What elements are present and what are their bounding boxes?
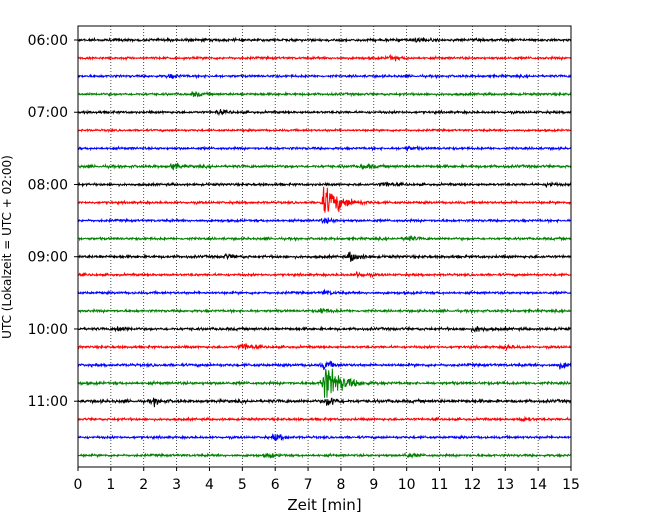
trace-0945 (77, 307, 572, 315)
x-tick-label: 8 (336, 477, 345, 493)
y-axis-label: UTC (Lokalzeit = UTC + 02:00) (0, 155, 14, 339)
trace-1100 (77, 397, 572, 408)
x-axis-ticks: 0 1 2 3 4 5 6 7 8 9 10 11 12 13 14 15 (74, 467, 580, 493)
x-tick-label: 11 (431, 477, 449, 493)
trace-1115 (77, 415, 572, 423)
trace-0845 (77, 234, 572, 243)
y-tick-label: 08:00 (28, 177, 68, 193)
trace-1045 (77, 368, 572, 398)
x-tick-label: 12 (463, 477, 481, 493)
y-axis-ticks: 06:00 07:00 08:00 09:00 10:00 11:00 (28, 33, 78, 410)
x-tick-label: 0 (74, 477, 83, 493)
x-tick-label: 6 (271, 477, 280, 493)
trace-0730 (77, 144, 572, 152)
trace-1000 (77, 325, 572, 333)
y-tick-label: 07:00 (28, 105, 68, 121)
x-tick-label: 10 (398, 477, 416, 493)
x-tick-label: 4 (205, 477, 214, 493)
trace-1145 (77, 451, 572, 459)
x-tick-label: 7 (304, 477, 313, 493)
x-tick-label: 13 (496, 477, 514, 493)
trace-0915 (77, 271, 572, 279)
trace-0900 (77, 251, 572, 262)
y-tick-label: 11:00 (28, 394, 68, 410)
x-tick-label: 2 (139, 477, 148, 493)
x-tick-label: 3 (172, 477, 181, 493)
y-tick-label: 09:00 (28, 250, 68, 266)
trace-1015 (77, 343, 572, 352)
trace-0815 (77, 186, 572, 213)
x-tick-label: 9 (369, 477, 378, 493)
y-tick-label: 06:00 (28, 33, 68, 49)
trace-0600 (77, 36, 572, 44)
trace-1030 (77, 360, 572, 370)
plot-frame (77, 25, 572, 468)
x-tick-label: 5 (238, 477, 247, 493)
x-tick-label: 1 (106, 477, 115, 493)
trace-1130 (77, 433, 572, 442)
trace-0615 (77, 53, 572, 62)
trace-0830 (77, 217, 572, 225)
x-tick-label: 15 (562, 477, 580, 493)
trace-0715 (77, 127, 572, 134)
trace-0630 (77, 73, 572, 80)
trace-0700 (77, 109, 572, 117)
trace-0645 (77, 90, 572, 98)
trace-0800 (77, 180, 572, 189)
trace-0745 (77, 162, 572, 171)
x-tick-label: 14 (529, 477, 547, 493)
trace-0930 (77, 288, 572, 296)
x-axis-label: Zeit [min] (287, 496, 361, 514)
y-tick-label: 10:00 (28, 322, 68, 338)
seismic-traces (77, 36, 572, 459)
